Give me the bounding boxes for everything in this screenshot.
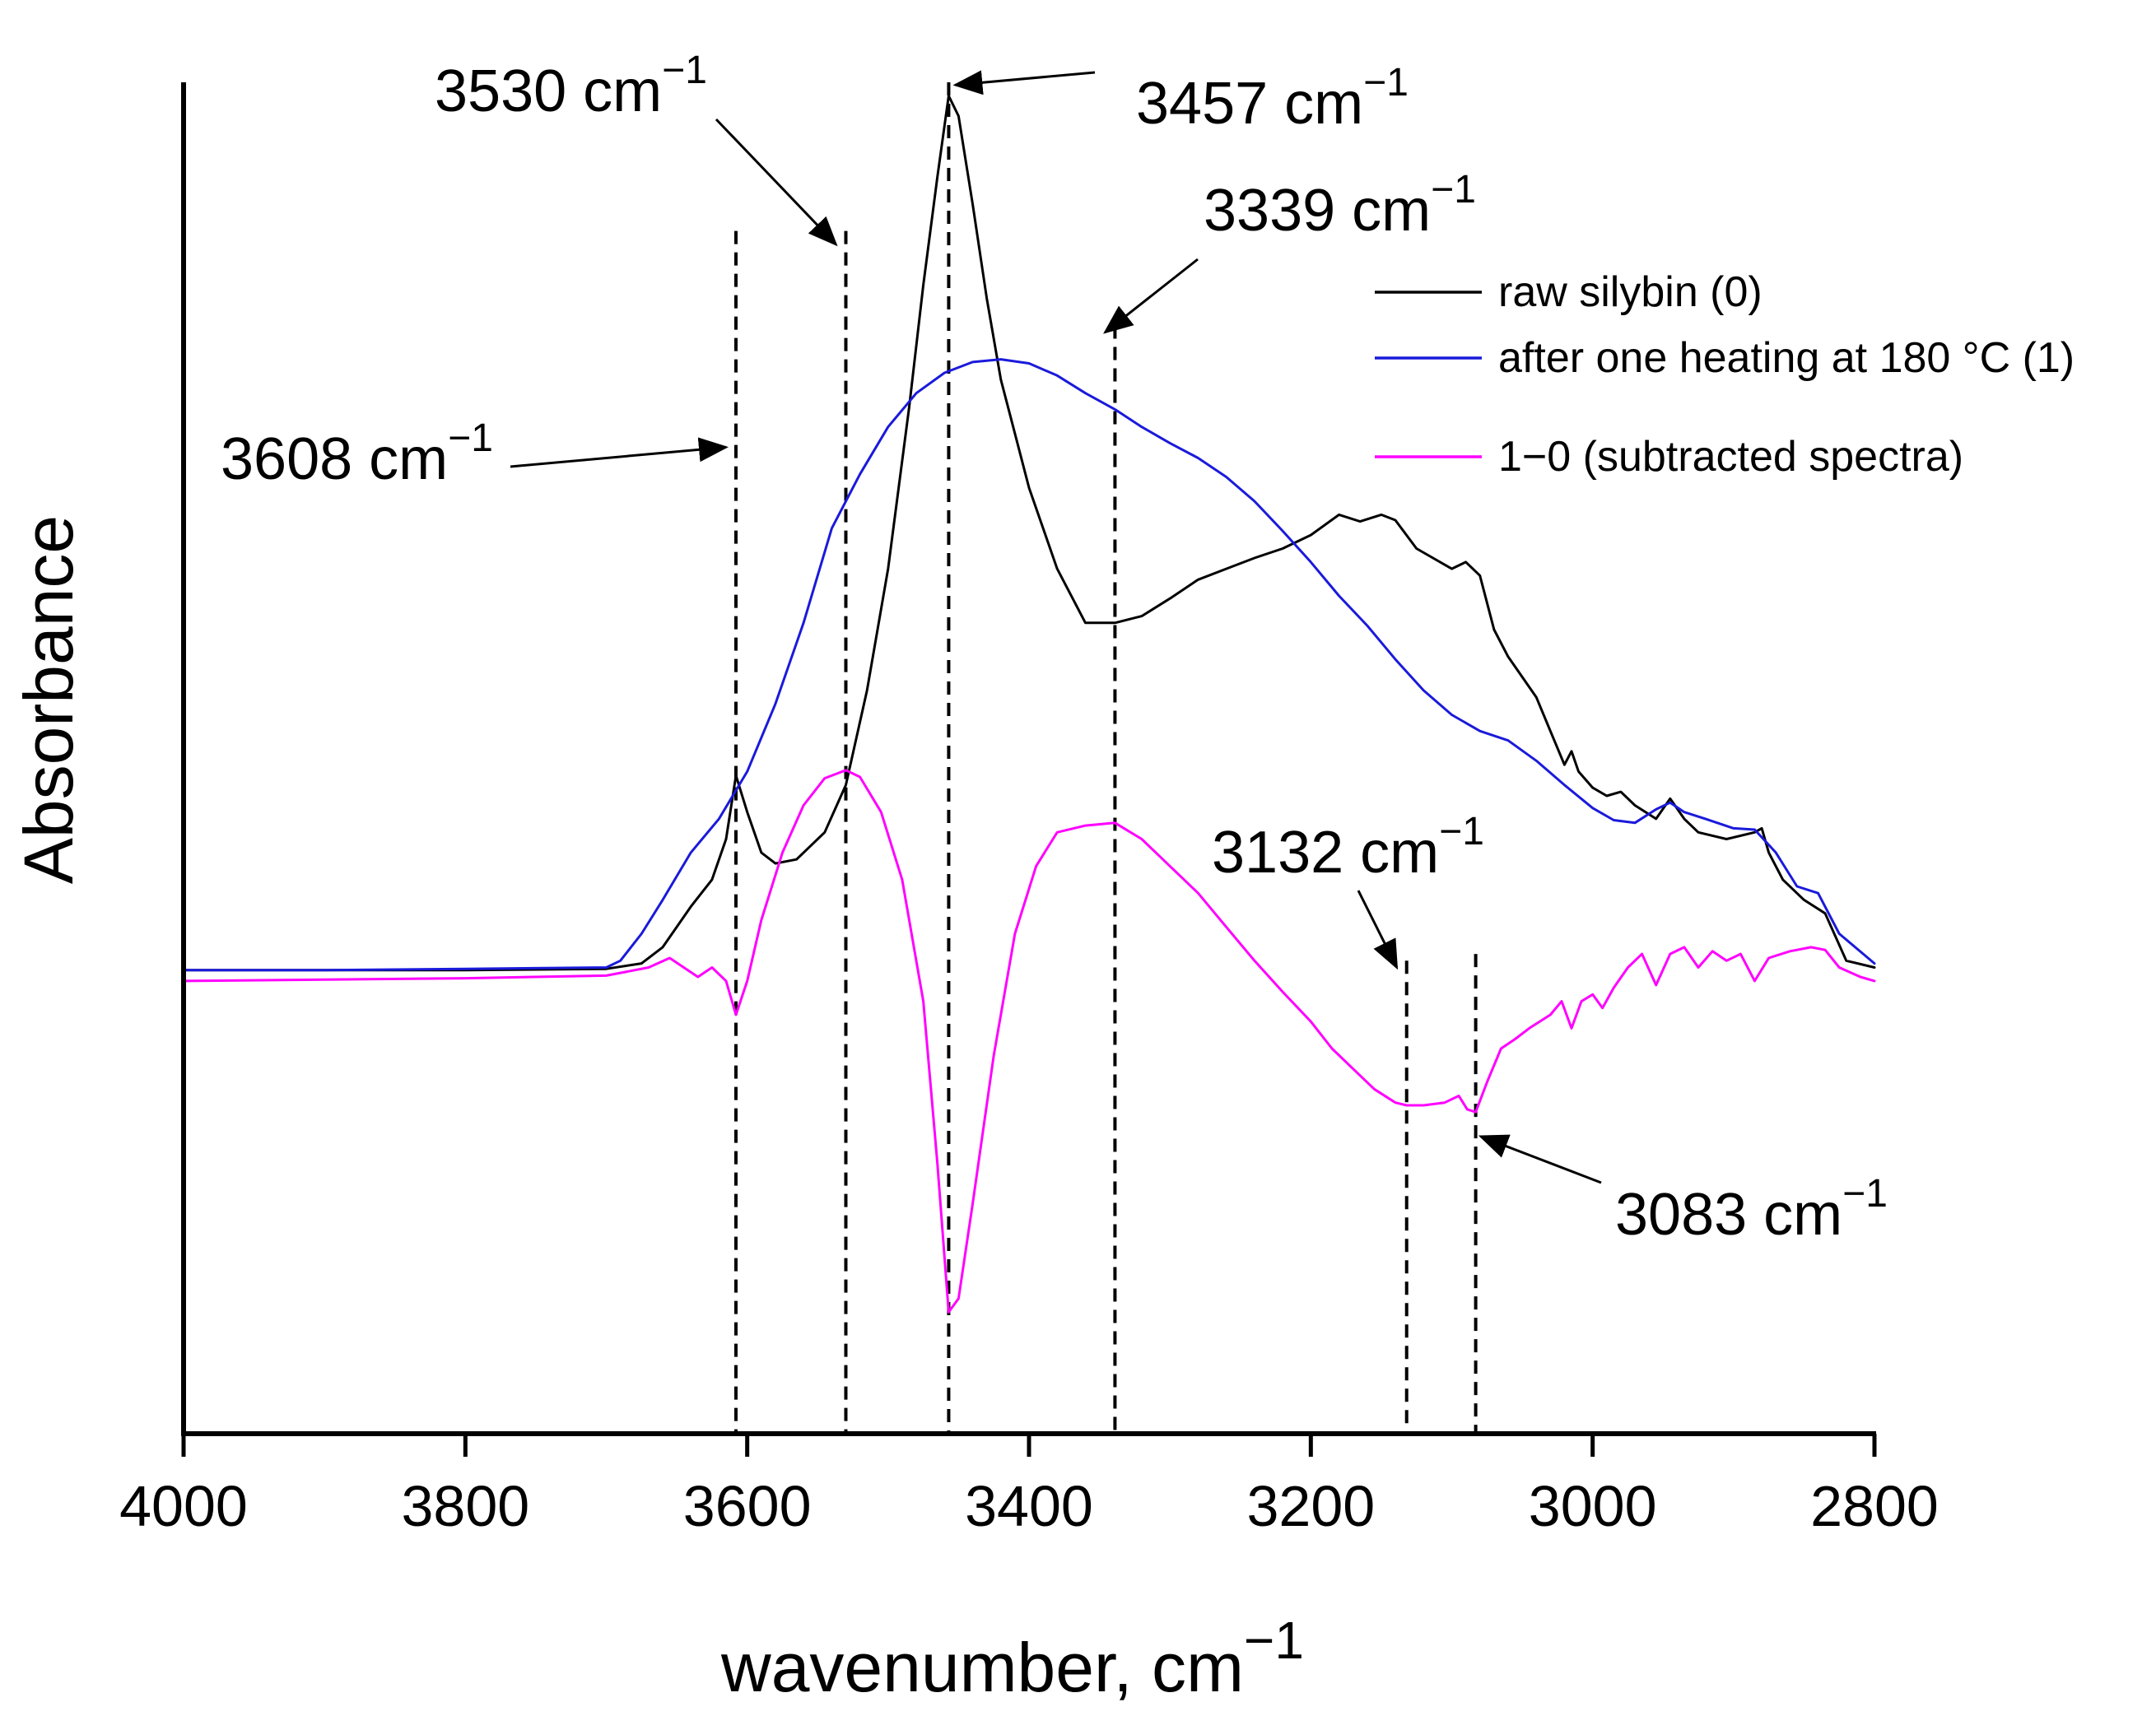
annotation-3083: 3083 cm−1	[1478, 1134, 1888, 1248]
legend-label-after-heating: after one heating at 180 °C (1)	[1498, 334, 2075, 382]
annotation-3339: 3339 cm−1	[1103, 168, 1476, 334]
annotation-3132-label: 3132 cm−1	[1212, 810, 1484, 886]
annotation-3530-label: 3530 cm−1	[435, 49, 707, 124]
annotation-3339-label: 3339 cm−1	[1204, 168, 1476, 244]
guide-lines	[733, 82, 1478, 1434]
annotation-3132: 3132 cm−1	[1212, 810, 1484, 970]
annotation-3457-label-sup: −1	[1363, 61, 1409, 105]
annotation-3339-label-text: 3339 cm	[1204, 178, 1431, 244]
annotation-3339-label-sup: −1	[1431, 168, 1476, 212]
annotation-3608-label-sup: −1	[448, 416, 493, 460]
x-axis-title-main: wavenumber, cm	[720, 1629, 1244, 1706]
series-line-2	[182, 358, 1876, 972]
y-axis-title: Absorbance	[10, 515, 87, 884]
plot-area: 4000 3800 3600 3400 3200 3000 2800 3608 cm−135…	[119, 49, 1939, 1538]
annotation-3457-label-text: 3457 cm	[1136, 71, 1363, 137]
x-axis-title-sup: −1	[1244, 1611, 1304, 1670]
x-tick-label-3800: 3800	[401, 1474, 529, 1538]
annotation-3457: 3457 cm−1	[952, 61, 1409, 137]
annotation-3608-label-text: 3608 cm	[221, 426, 448, 492]
legend-label-subtracted: 1−0 (subtracted spectra)	[1498, 433, 1963, 481]
annotation-3339-arrow	[1103, 258, 1199, 334]
legend-item-after-heating: after one heating at 180 °C (1)	[1375, 334, 2075, 382]
x-ticks: 4000 3800 3600 3400 3200 3000 2800	[119, 1434, 1939, 1538]
x-tick-label-3200: 3200	[1246, 1474, 1375, 1538]
annotation-3457-label: 3457 cm−1	[1136, 61, 1409, 137]
annotation-3457-arrow	[952, 70, 1096, 95]
legend: raw silybin (0) after one heating at 180…	[1375, 268, 2075, 481]
x-tick-label-2800: 2800	[1810, 1474, 1939, 1538]
annotation-3083-label-text: 3083 cm	[1615, 1182, 1842, 1248]
annotation-3530: 3530 cm−1	[435, 49, 838, 247]
series-group	[182, 94, 1876, 1314]
x-tick-label-3000: 3000	[1529, 1474, 1657, 1538]
annotation-3132-label-sup: −1	[1439, 810, 1484, 853]
x-tick-label-4000: 4000	[119, 1474, 248, 1538]
series-line-3	[182, 769, 1876, 1314]
series-line-1	[182, 94, 1876, 972]
annotation-3530-label-sup: −1	[662, 49, 707, 92]
legend-item-subtracted: 1−0 (subtracted spectra)	[1375, 433, 1963, 481]
annotation-3608: 3608 cm−1	[221, 416, 729, 492]
legend-item-raw-silybin: raw silybin (0)	[1375, 268, 1763, 316]
annotation-3608-label: 3608 cm−1	[221, 416, 493, 492]
x-tick-label-3400: 3400	[965, 1474, 1093, 1538]
annotation-3530-label-text: 3530 cm	[435, 58, 662, 124]
annotation-3083-label: 3083 cm−1	[1615, 1172, 1888, 1248]
x-tick-label-3600: 3600	[683, 1474, 812, 1538]
annotation-3530-arrow	[715, 118, 838, 247]
annotation-3608-arrow	[510, 437, 729, 468]
annotation-3083-arrow	[1478, 1134, 1602, 1184]
annotation-3083-label-sup: −1	[1842, 1172, 1888, 1216]
x-axis-title: wavenumber, cm−1	[720, 1611, 1304, 1706]
annotation-3132-arrow	[1357, 890, 1399, 970]
annotation-3132-label-text: 3132 cm	[1212, 820, 1439, 886]
legend-label-raw-silybin: raw silybin (0)	[1498, 268, 1763, 316]
